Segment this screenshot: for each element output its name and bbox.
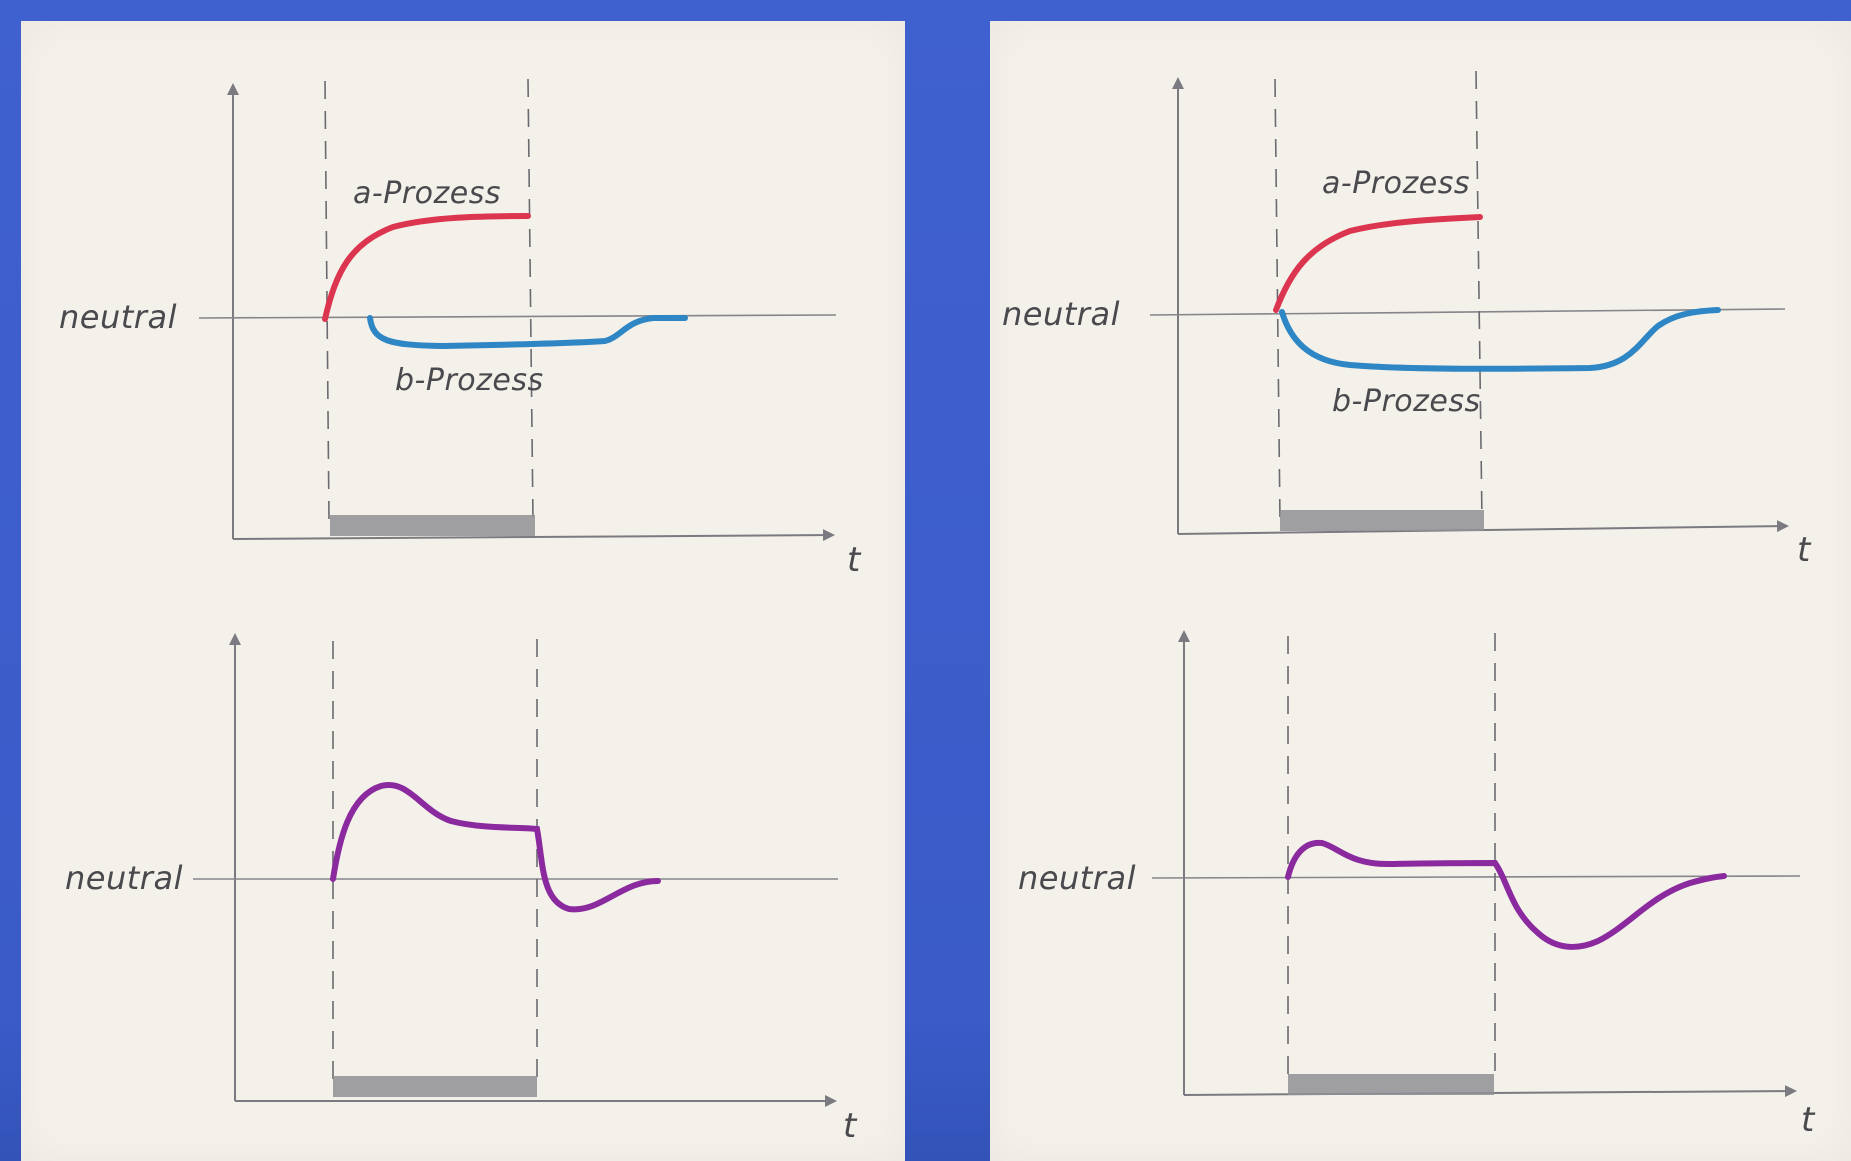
stimulus-offset-dashed	[1475, 70, 1483, 522]
a-process-curve	[1273, 214, 1483, 313]
x-axis	[232, 529, 835, 542]
a-process-label: a-Prozess	[353, 176, 501, 211]
stimulus-bar	[1280, 510, 1484, 531]
diagram-left: neutral a-Prozess b-Prozess t neutral t	[59, 78, 862, 1146]
stimulus-bar	[330, 515, 535, 536]
bottom-graph-right: neutral t	[1018, 630, 1816, 1140]
stimulus-bar	[333, 1076, 537, 1097]
neutral-label: neutral	[59, 298, 177, 336]
stimulus-bar	[1288, 1074, 1494, 1095]
neutral-label: neutral	[1018, 859, 1136, 897]
time-axis-label: t	[847, 540, 862, 580]
diagram-right: neutral a-Prozess b-Prozess t neutral t	[1002, 70, 1816, 1140]
b-process-label: b-Prozess	[1332, 384, 1481, 419]
paper-right: neutral a-Prozess b-Prozess t neutral t	[990, 21, 1851, 1161]
top-graph-right: neutral a-Prozess b-Prozess t	[1002, 70, 1812, 570]
neutral-line	[1149, 308, 1786, 316]
sum-curve	[1285, 839, 1727, 950]
b-process-curve	[1279, 307, 1721, 372]
b-process-label: b-Prozess	[395, 363, 544, 398]
a-process-label: a-Prozess	[1322, 166, 1470, 201]
paper-left: neutral a-Prozess b-Prozess t neutral t	[21, 21, 905, 1161]
a-process-curve	[322, 213, 531, 322]
stimulus-offset-dashed	[527, 78, 534, 522]
neutral-label: neutral	[65, 859, 183, 897]
bottom-graph-left: neutral t	[65, 633, 858, 1146]
time-axis-label: t	[1801, 1100, 1816, 1140]
top-graph-left: neutral a-Prozess b-Prozess t	[59, 78, 862, 580]
time-axis-label: t	[843, 1106, 858, 1146]
neutral-label: neutral	[1002, 295, 1120, 333]
time-axis-label: t	[1797, 530, 1812, 570]
neutral-line	[198, 314, 837, 319]
b-process-curve	[367, 315, 688, 350]
neutral-line	[1151, 875, 1801, 879]
sum-curve	[330, 782, 661, 913]
